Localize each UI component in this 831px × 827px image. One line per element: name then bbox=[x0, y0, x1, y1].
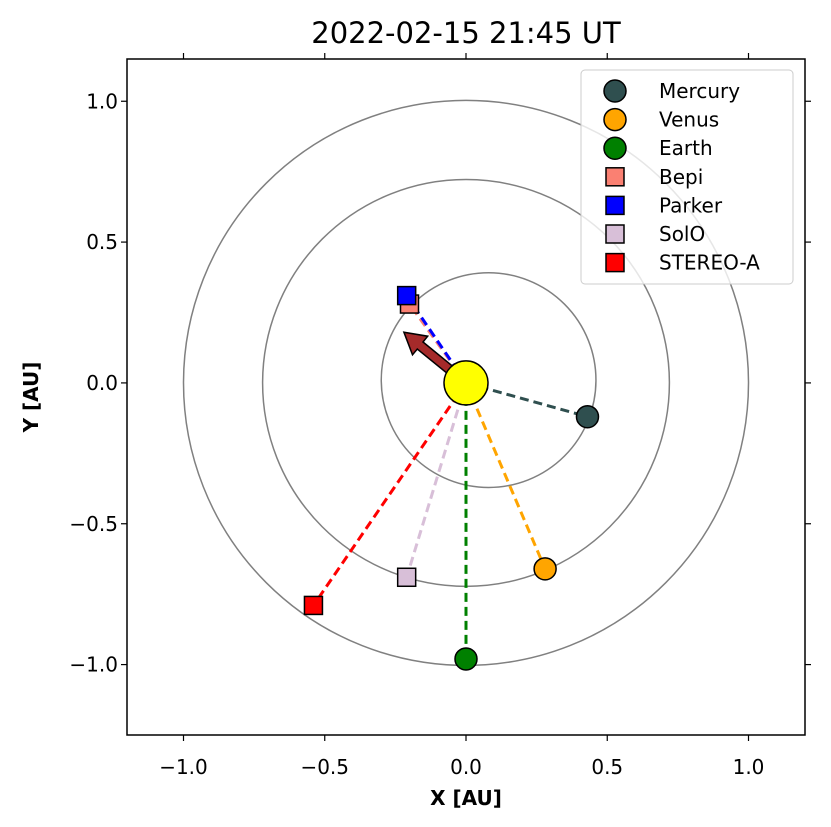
legend-bepi-marker bbox=[605, 167, 625, 187]
x-tick-label: 0.5 bbox=[591, 755, 623, 779]
legend-bepi-label: Bepi bbox=[659, 165, 703, 189]
mercury-orbit bbox=[380, 272, 597, 489]
legend-mercury-label: Mercury bbox=[659, 79, 740, 103]
legend-parker-marker bbox=[605, 195, 625, 216]
y-tick-label: 0.5 bbox=[86, 230, 118, 254]
solo-marker bbox=[396, 567, 417, 588]
legend-stereo-a-marker bbox=[605, 252, 625, 273]
venus-marker bbox=[533, 557, 557, 581]
legend-box bbox=[580, 69, 794, 285]
legend-solo-marker bbox=[605, 224, 625, 244]
x-tick-label: 0.0 bbox=[450, 755, 482, 779]
y-tick-label: 1.0 bbox=[86, 89, 118, 113]
legend-stereo-a-label: STEREO-A bbox=[659, 251, 760, 275]
stereo-a-sun-line bbox=[312, 382, 468, 607]
parker-marker bbox=[396, 285, 417, 306]
x-axis-label: X [AU] bbox=[430, 786, 502, 810]
solo-sun-line bbox=[405, 382, 468, 578]
y-tick-label: −0.5 bbox=[69, 512, 118, 536]
legend-earth-label: Earth bbox=[659, 136, 713, 160]
chart-title: 2022-02-15 21:45 UT bbox=[311, 16, 621, 50]
x-tick-label: −1.0 bbox=[159, 755, 208, 779]
x-tick-label: −0.5 bbox=[300, 755, 349, 779]
legend-solo-label: SolO bbox=[659, 222, 705, 246]
legend-parker-label: Parker bbox=[659, 193, 723, 217]
legend-venus-label: Venus bbox=[659, 108, 719, 132]
legend: Mercury Venus Earth Bepi Parker SolO STEREO-A bbox=[580, 69, 794, 285]
x-tick-label: 1.0 bbox=[733, 755, 765, 779]
legend-venus-marker bbox=[603, 107, 627, 132]
markers bbox=[303, 285, 600, 671]
sun-lines bbox=[312, 294, 588, 659]
y-axis-label: Y [AU] bbox=[19, 362, 43, 434]
y-tick-label: 0.0 bbox=[86, 371, 118, 395]
stereo-a-marker bbox=[303, 595, 324, 616]
sun-marker bbox=[443, 360, 489, 406]
y-tick-label: −1.0 bbox=[69, 653, 118, 677]
axis-ticks: −1.0 −0.5 0.0 0.5 1.0 −1.0 −0.5 0.0 0.5 1.0 bbox=[69, 53, 811, 779]
mercury-marker bbox=[575, 404, 600, 429]
venus-sun-line bbox=[464, 382, 547, 570]
legend-mercury-marker bbox=[603, 79, 627, 103]
earth-marker bbox=[454, 647, 478, 671]
legend-earth-marker bbox=[603, 136, 627, 160]
